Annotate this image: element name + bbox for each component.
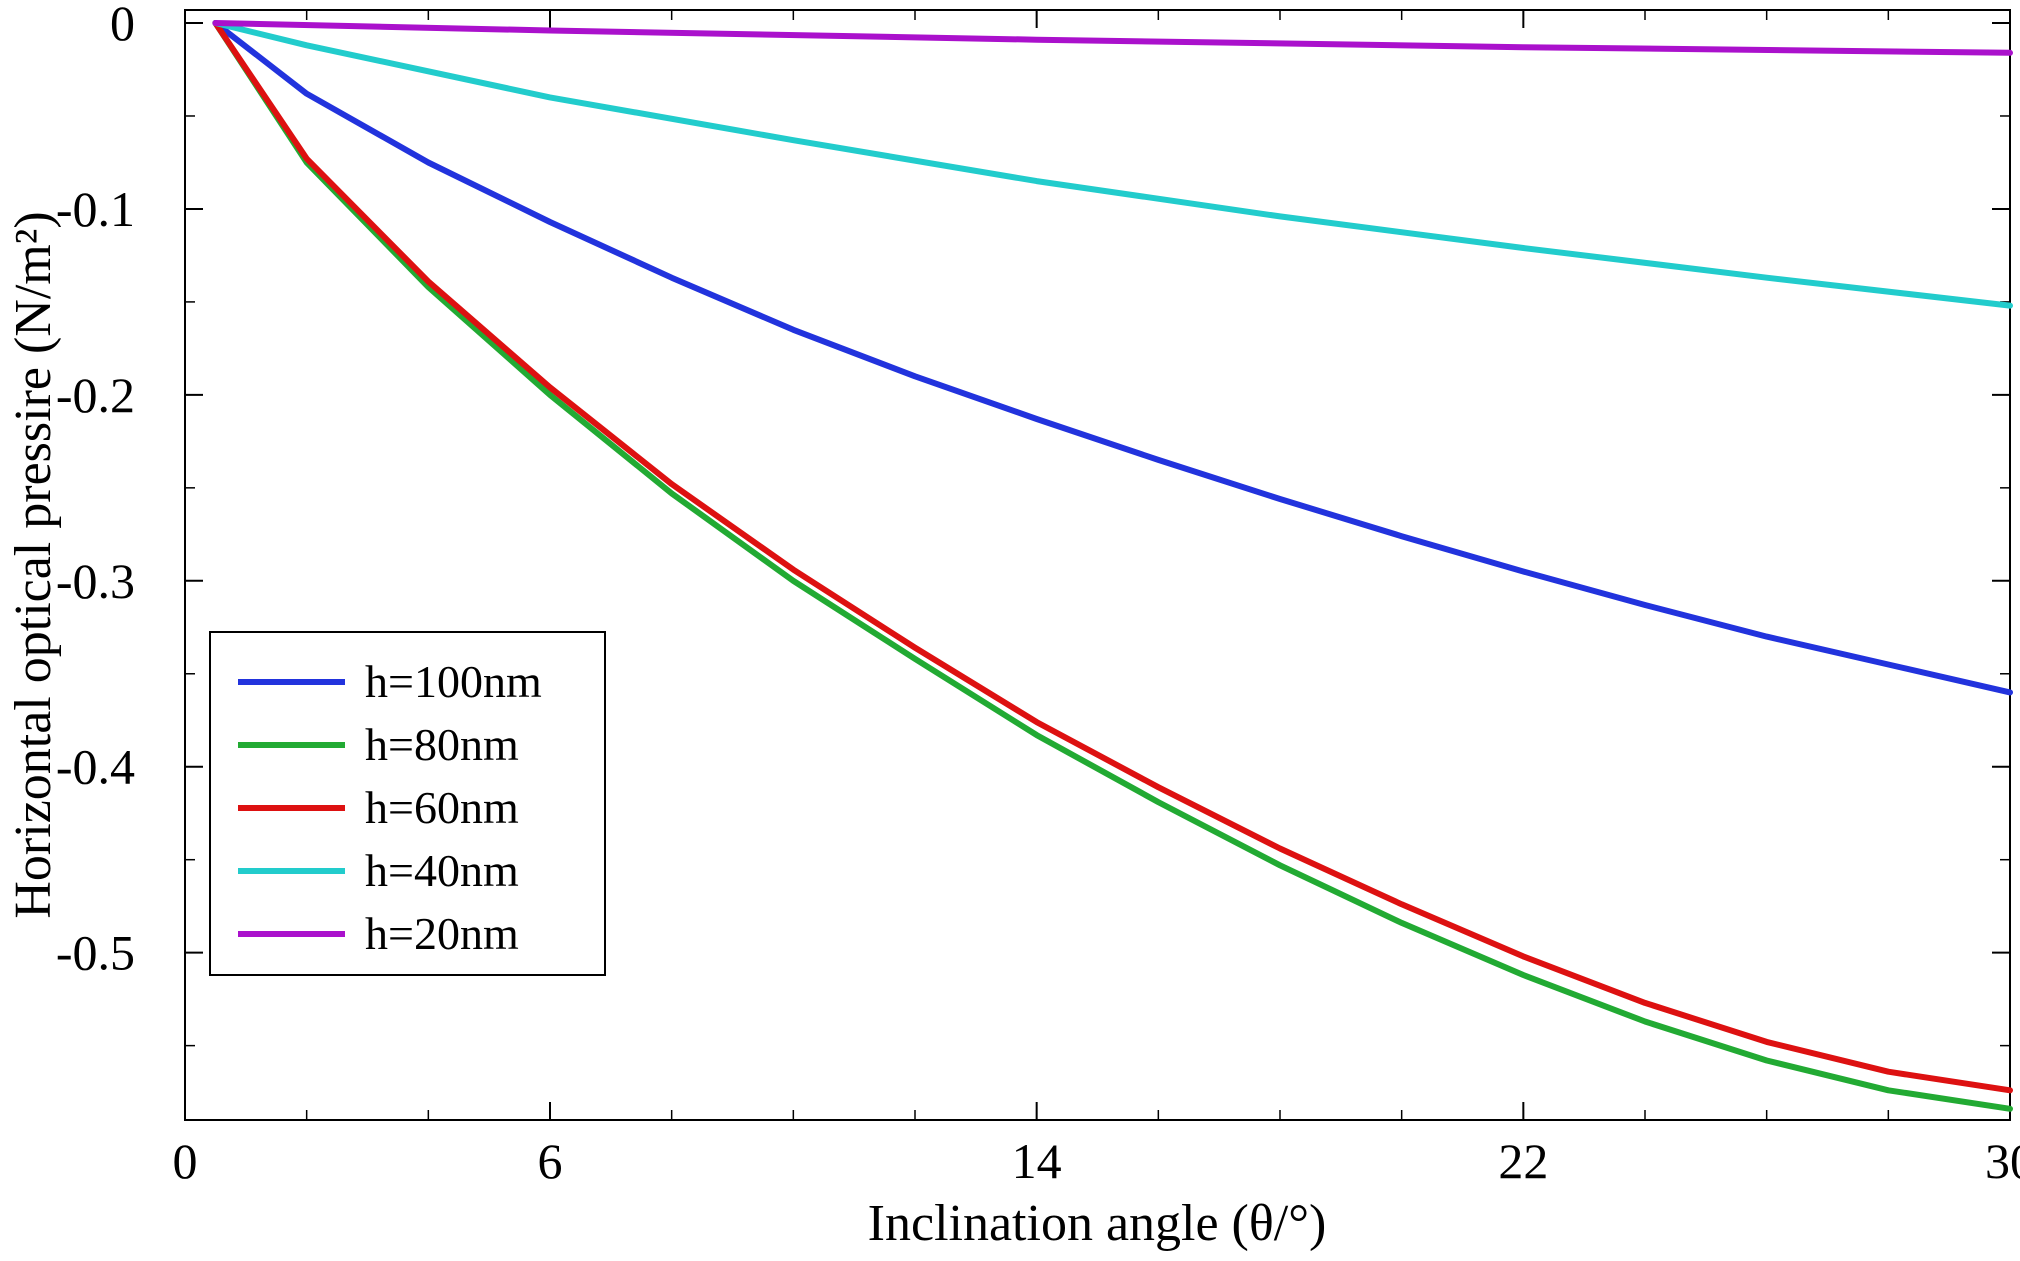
x-tick-label: 0: [173, 1133, 198, 1189]
x-axis-label: Inclination angle (θ/°): [868, 1195, 1327, 1252]
series-line-h-100nm: [212, 20, 2013, 696]
legend: h=100nm h=80nm h=60nm h=40nm h=20nm: [209, 631, 606, 976]
y-tick-label: -0.2: [56, 367, 135, 423]
legend-label: h=80nm: [365, 719, 519, 770]
legend-label: h=100nm: [365, 656, 542, 707]
series-line-h-60nm: [212, 20, 2013, 1094]
y-tick-label: -0.4: [56, 739, 135, 795]
series-line-h-80nm: [212, 20, 2013, 1112]
plot-frame: [184, 9, 2011, 1121]
legend-label: h=60nm: [365, 782, 519, 833]
series-line-h-20nm: [212, 20, 2013, 56]
legend-box: [209, 631, 606, 976]
series-line-h-40nm: [212, 20, 2013, 309]
legend-label: h=40nm: [365, 845, 519, 896]
y-tick-label: -0.5: [56, 925, 135, 981]
legend-label: h=20nm: [365, 908, 519, 959]
x-tick-label: 14: [1012, 1133, 1062, 1189]
x-tick-label: 6: [538, 1133, 563, 1189]
y-axis-label: Horizontal optical pressire (N/m²): [5, 211, 62, 918]
x-tick-label: 22: [1498, 1133, 1548, 1189]
y-tick-label: 0: [110, 0, 135, 51]
y-tick-label: -0.3: [56, 553, 135, 609]
y-tick-label: -0.1: [56, 181, 135, 237]
x-tick-label: 30: [1985, 1133, 2020, 1189]
